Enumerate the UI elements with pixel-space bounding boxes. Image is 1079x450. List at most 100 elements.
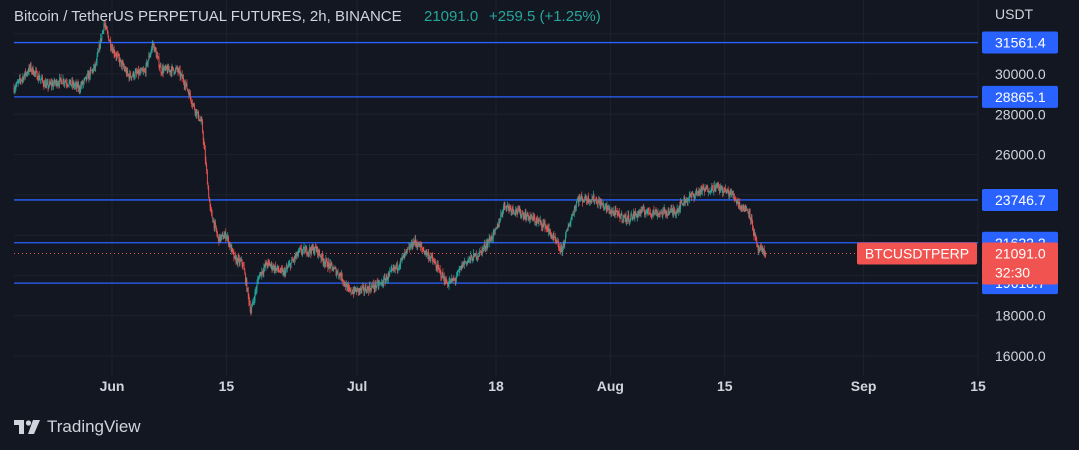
candle-1030[interactable] — [714, 184, 716, 193]
candle-390[interactable] — [279, 269, 280, 273]
candle-239[interactable] — [176, 66, 178, 70]
candle-706[interactable] — [494, 229, 496, 236]
candle-163[interactable] — [124, 66, 126, 73]
candle-122[interactable] — [96, 52, 98, 66]
candle-651[interactable] — [456, 270, 458, 278]
candle-248[interactable] — [182, 74, 184, 79]
candle-516[interactable] — [364, 283, 366, 292]
candle-924[interactable] — [642, 205, 644, 209]
candle-476[interactable] — [337, 268, 339, 276]
candle-1068[interactable] — [740, 204, 742, 213]
candle-36[interactable] — [38, 72, 39, 84]
candle-557[interactable] — [392, 264, 394, 272]
candle-1060[interactable] — [735, 196, 737, 202]
candle-1070[interactable] — [741, 205, 743, 212]
candle-1057[interactable] — [733, 190, 735, 200]
candle-543[interactable] — [383, 275, 385, 288]
candle-111[interactable] — [89, 71, 91, 81]
candle-1054[interactable] — [731, 188, 733, 197]
candle-1085[interactable] — [752, 220, 754, 231]
candle-863[interactable] — [601, 198, 602, 206]
candle-626[interactable] — [439, 265, 441, 275]
candle-287[interactable] — [208, 197, 210, 202]
candle-495[interactable] — [350, 287, 352, 296]
candle-582[interactable] — [409, 242, 411, 251]
candle-117[interactable] — [93, 63, 95, 73]
candle-230[interactable] — [170, 69, 172, 77]
candle-385[interactable] — [275, 265, 277, 274]
candle-406[interactable] — [289, 262, 291, 271]
candle-1047[interactable] — [726, 189, 728, 194]
candle-925[interactable] — [643, 203, 645, 212]
candle-623[interactable] — [437, 260, 439, 270]
candle-1096[interactable] — [759, 245, 761, 252]
candle-383[interactable] — [274, 265, 276, 275]
candle-37[interactable] — [38, 70, 40, 81]
candle-5[interactable] — [16, 78, 18, 84]
candle-541[interactable] — [381, 279, 383, 287]
candle-758[interactable] — [529, 211, 531, 221]
candle-830[interactable] — [578, 194, 580, 206]
candle-796[interactable] — [555, 237, 557, 245]
candle-401[interactable] — [286, 263, 288, 270]
candle-826[interactable] — [575, 201, 577, 212]
candle-32[interactable] — [35, 66, 37, 77]
candle-736[interactable] — [514, 209, 516, 216]
candle-205[interactable] — [153, 42, 155, 48]
candle-1069[interactable] — [741, 205, 743, 212]
candle-362[interactable] — [259, 271, 261, 277]
candle-564[interactable] — [397, 268, 399, 274]
candle-904[interactable] — [628, 220, 630, 226]
candle-884[interactable] — [615, 205, 617, 215]
candle-56[interactable] — [51, 78, 53, 91]
candle-282[interactable] — [205, 156, 207, 167]
candle-526[interactable] — [371, 285, 373, 288]
candle-799[interactable] — [557, 240, 559, 247]
candle-408[interactable] — [291, 256, 293, 264]
candle-716[interactable] — [500, 212, 502, 218]
candle-818[interactable] — [570, 217, 572, 228]
candle-485[interactable] — [343, 281, 345, 288]
candle-703[interactable] — [492, 235, 494, 243]
candle-763[interactable] — [532, 212, 534, 222]
candle-202[interactable] — [151, 45, 152, 54]
candle-688[interactable] — [481, 245, 483, 257]
candle-853[interactable] — [594, 200, 596, 205]
candle-1034[interactable] — [717, 181, 719, 189]
candle-954[interactable] — [663, 206, 664, 216]
candle-616[interactable] — [432, 257, 434, 263]
candle-549[interactable] — [387, 276, 389, 284]
candle-670[interactable] — [469, 257, 471, 263]
candle-176[interactable] — [133, 71, 135, 80]
candle-393[interactable] — [281, 265, 283, 274]
candle-1024[interactable] — [710, 186, 712, 193]
candle-959[interactable] — [666, 209, 668, 217]
candle-398[interactable] — [284, 266, 286, 279]
candle-322[interactable] — [232, 250, 234, 255]
candle-33[interactable] — [36, 67, 37, 73]
candle-466[interactable] — [330, 260, 332, 266]
candlestick-series[interactable] — [13, 19, 767, 316]
candle-653[interactable] — [458, 268, 460, 272]
candle-935[interactable] — [650, 208, 651, 217]
candle-643[interactable] — [451, 274, 453, 283]
candle-509[interactable] — [360, 286, 361, 295]
candle-142[interactable] — [110, 36, 112, 52]
candle-866[interactable] — [603, 201, 605, 211]
candle-170[interactable] — [129, 69, 131, 81]
candle-747[interactable] — [522, 210, 524, 215]
candle-656[interactable] — [460, 265, 462, 270]
candle-577[interactable] — [406, 249, 408, 255]
candle-583[interactable] — [410, 244, 412, 248]
candle-696[interactable] — [487, 237, 489, 249]
candle-457[interactable] — [324, 260, 326, 269]
candle-392[interactable] — [280, 267, 282, 274]
candle-162[interactable] — [123, 63, 125, 72]
candle-349[interactable] — [251, 303, 253, 315]
candle-689[interactable] — [482, 247, 484, 253]
candle-700[interactable] — [490, 236, 492, 242]
candle-567[interactable] — [399, 261, 401, 270]
candle-854[interactable] — [594, 198, 596, 201]
candle-125[interactable] — [98, 40, 100, 51]
candle-246[interactable] — [181, 73, 182, 77]
